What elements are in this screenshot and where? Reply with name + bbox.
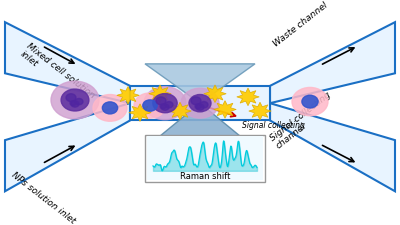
Circle shape	[302, 96, 318, 108]
Circle shape	[61, 90, 89, 111]
Circle shape	[70, 101, 76, 106]
Polygon shape	[169, 103, 191, 120]
Circle shape	[200, 102, 208, 108]
Text: Signal collecting: Signal collecting	[242, 121, 305, 130]
Circle shape	[195, 104, 201, 109]
Polygon shape	[249, 103, 271, 120]
Polygon shape	[5, 104, 130, 191]
Circle shape	[93, 95, 127, 122]
Circle shape	[189, 95, 211, 112]
Polygon shape	[237, 89, 259, 106]
Polygon shape	[130, 86, 270, 121]
Circle shape	[160, 104, 166, 109]
Circle shape	[102, 102, 118, 114]
Circle shape	[191, 97, 201, 105]
Circle shape	[134, 94, 166, 119]
Polygon shape	[155, 104, 245, 141]
Polygon shape	[214, 101, 236, 119]
Polygon shape	[270, 104, 395, 191]
Circle shape	[292, 88, 328, 116]
Circle shape	[144, 87, 186, 120]
Text: Waste channel: Waste channel	[272, 0, 330, 48]
Circle shape	[143, 100, 157, 112]
Circle shape	[51, 82, 99, 119]
Circle shape	[156, 97, 166, 105]
Circle shape	[181, 89, 219, 119]
Text: Mixed cell solution
inlet: Mixed cell solution inlet	[18, 41, 96, 108]
FancyBboxPatch shape	[145, 135, 265, 182]
FancyBboxPatch shape	[147, 137, 263, 180]
Circle shape	[153, 94, 177, 113]
Text: NPs solution inlet: NPs solution inlet	[10, 169, 76, 225]
Polygon shape	[149, 86, 171, 103]
Circle shape	[75, 99, 83, 105]
Circle shape	[165, 102, 173, 108]
Polygon shape	[5, 23, 130, 104]
Polygon shape	[145, 65, 255, 104]
Polygon shape	[129, 104, 151, 122]
Polygon shape	[270, 23, 395, 104]
Circle shape	[161, 104, 169, 111]
Circle shape	[71, 101, 79, 108]
Polygon shape	[117, 87, 139, 105]
Text: Signal collecting
channel: Signal collecting channel	[268, 90, 338, 150]
Text: Raman shift: Raman shift	[180, 171, 230, 180]
Polygon shape	[204, 86, 226, 103]
Circle shape	[66, 94, 76, 102]
Circle shape	[196, 104, 204, 111]
